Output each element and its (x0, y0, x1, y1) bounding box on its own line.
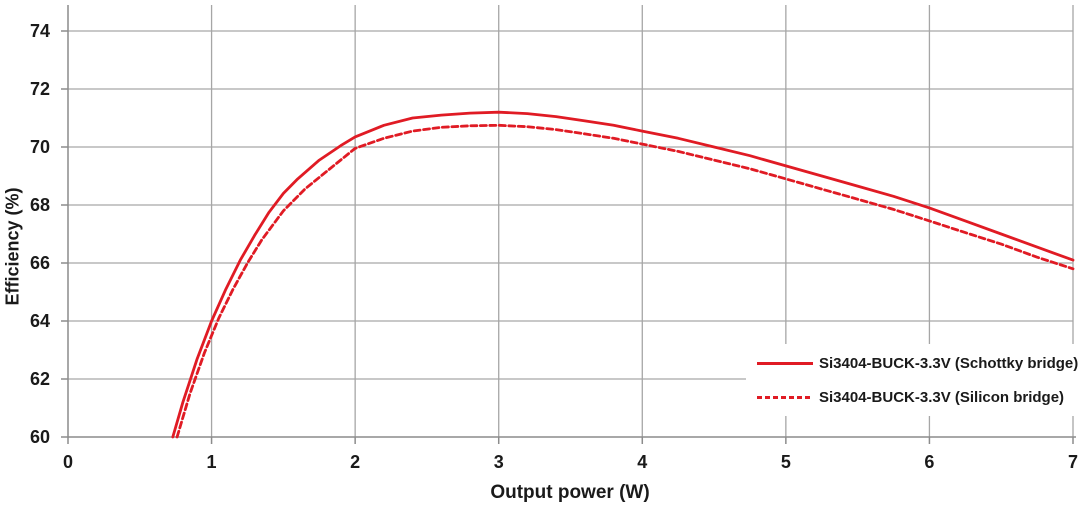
x-tick-label-5: 5 (780, 452, 791, 472)
x-tick-label-2: 2 (350, 452, 361, 472)
x-tick-label-3: 3 (493, 452, 504, 472)
x-tick-label-4: 4 (637, 452, 648, 472)
y-tick-label-68: 68 (29, 195, 50, 215)
x-tick-label-0: 0 (62, 452, 73, 472)
legend: Si3404-BUCK-3.3V (Schottky bridge) Si340… (746, 344, 1080, 416)
y-tick-label-64: 64 (29, 311, 50, 331)
dashed-line-swatch (757, 395, 813, 399)
y-tick-label-70: 70 (29, 137, 50, 157)
legend-label-silicon: Si3404-BUCK-3.3V (Silicon bridge) (819, 388, 1065, 406)
y-axis-title: Efficiency (%) (2, 187, 23, 306)
series-line-silicon (175, 123, 1075, 439)
x-tick-label-1: 1 (206, 452, 217, 472)
solid-line-swatch (757, 361, 813, 365)
legend-entry-silicon: Si3404-BUCK-3.3V (Silicon bridge) (746, 382, 1080, 412)
x-tick-label-6: 6 (924, 452, 935, 472)
series-line-schottky (171, 110, 1075, 439)
x-tick-label-7: 7 (1067, 452, 1078, 472)
y-tick-label-72: 72 (29, 79, 50, 99)
legend-label-schottky: Si3404-BUCK-3.3V (Schottky bridge) (819, 354, 1079, 372)
y-tick-label-66: 66 (29, 253, 50, 273)
y-tick-label-74: 74 (29, 21, 50, 41)
legend-entry-schottky: Si3404-BUCK-3.3V (Schottky bridge) (746, 348, 1080, 378)
x-axis-title: Output power (W) (490, 482, 650, 503)
y-tick-label-62: 62 (29, 369, 50, 389)
y-tick-label-60: 60 (29, 427, 50, 447)
